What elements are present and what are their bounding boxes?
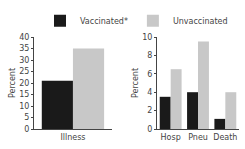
svg-text:Death: Death — [213, 133, 237, 142]
svg-text:6: 6 — [147, 70, 152, 79]
svg-text:25: 25 — [19, 67, 29, 76]
svg-text:0: 0 — [24, 125, 29, 134]
svg-text:10: 10 — [142, 33, 152, 42]
svg-text:20: 20 — [19, 79, 29, 88]
svg-text:Vaccinated*: Vaccinated* — [80, 17, 128, 26]
svg-text:Hosp: Hosp — [161, 133, 181, 142]
svg-text:Unvaccinated: Unvaccinated — [173, 17, 228, 26]
svg-text:Percent: Percent — [8, 68, 17, 98]
svg-text:30: 30 — [19, 56, 29, 65]
svg-text:Illness: Illness — [60, 133, 85, 142]
svg-text:2: 2 — [147, 106, 152, 115]
svg-text:40: 40 — [19, 33, 29, 42]
svg-text:15: 15 — [19, 90, 29, 99]
svg-text:8: 8 — [147, 51, 152, 60]
svg-text:35: 35 — [19, 44, 29, 53]
svg-text:5: 5 — [24, 113, 29, 122]
svg-text:10: 10 — [19, 102, 29, 111]
svg-text:0: 0 — [147, 125, 152, 134]
svg-text:Percent: Percent — [131, 68, 140, 98]
svg-text:Pneu: Pneu — [188, 133, 208, 142]
svg-text:4: 4 — [147, 88, 152, 97]
